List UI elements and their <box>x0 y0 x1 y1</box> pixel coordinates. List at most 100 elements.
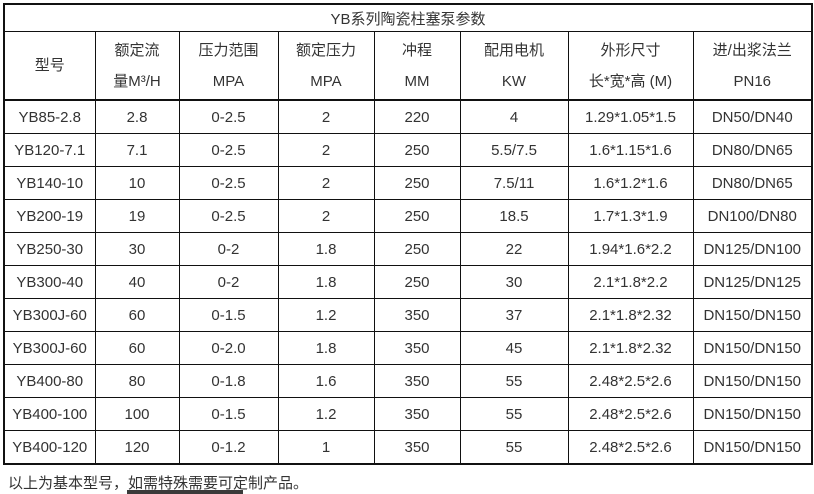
table-cell: YB300-40 <box>3 265 96 299</box>
table-cell: 250 <box>373 232 461 266</box>
table-cell: 0-2.5 <box>178 133 279 167</box>
table-cell: 350 <box>373 397 461 431</box>
table-cell: 250 <box>373 133 461 167</box>
table-cell: YB300J-60 <box>3 298 96 332</box>
table-cell: 250 <box>373 166 461 200</box>
table-row: YB400-80 80 0-1.8 1.6 350 55 2.48*2.5*2.6 DN150… <box>3 364 813 398</box>
table-cell: 1.8 <box>277 331 375 365</box>
table-cell: YB250-30 <box>3 232 96 266</box>
table-cell: 2.1*1.8*2.2 <box>567 265 694 299</box>
header-row: 型号 额定流 量M³/H 压力范围 MPA 额定压力 MPA 冲程 MM 配用电机 KW 外形尺寸 长*… <box>3 31 813 101</box>
table-row: YB400-100 100 0-1.5 1.2 350 55 2.48*2.5*2.6 DN1… <box>3 397 813 431</box>
column-header-line1: 外形尺寸 <box>600 41 661 59</box>
column-header: 型号 <box>3 31 96 101</box>
table-cell: 1.6*1.15*1.6 <box>567 133 694 167</box>
table-cell: 350 <box>373 331 461 365</box>
table-cell: 1.2 <box>277 298 375 332</box>
footer-note: 以上为基本型号，如需特殊需要可定制产品。 <box>8 475 309 492</box>
table-cell: 0-2.5 <box>178 99 279 134</box>
column-header-line2: 长*宽*高 (M) <box>588 72 673 90</box>
table-cell: YB400-120 <box>3 430 96 465</box>
table-title: YB系列陶瓷柱塞泵参数 <box>3 3 813 32</box>
column-header-line1: 额定压力 <box>295 41 356 59</box>
table-cell: 7.1 <box>94 133 180 167</box>
table-cell: 1.29*1.05*1.5 <box>567 99 694 134</box>
table-cell: 1.6*1.2*1.6 <box>567 166 694 200</box>
table-cell: 55 <box>459 364 569 398</box>
table-cell: 60 <box>94 298 180 332</box>
table-cell: 350 <box>373 298 461 332</box>
table-cell: DN150/DN150 <box>692 298 813 332</box>
table-cell: DN50/DN40 <box>692 99 813 134</box>
column-header-line1: 型号 <box>34 57 65 74</box>
table-cell: 22 <box>459 232 569 266</box>
table-cell: 0-2 <box>178 265 279 299</box>
column-header-line2: KW <box>501 72 527 90</box>
table-cell: DN150/DN150 <box>692 397 813 431</box>
table-cell: 120 <box>94 430 180 465</box>
table-cell: 45 <box>459 331 569 365</box>
table-cell: 2.48*2.5*2.6 <box>567 364 694 398</box>
table-cell: 7.5/11 <box>459 166 569 200</box>
table-cell: 2 <box>277 199 375 233</box>
table-cell: DN100/DN80 <box>692 199 813 233</box>
table-cell: 55 <box>459 430 569 465</box>
table-cell: 2.48*2.5*2.6 <box>567 430 694 465</box>
table-cell: DN125/DN100 <box>692 232 813 266</box>
table-cell: 1.8 <box>277 232 375 266</box>
column-header-line1: 配用电机 <box>483 41 544 59</box>
column-header-line2: 量M³/H <box>113 72 161 90</box>
column-header: 压力范围 MPA <box>178 31 279 101</box>
column-header-line1: 进/出浆法兰 <box>712 41 792 59</box>
table-cell: 0-2.5 <box>178 199 279 233</box>
table-cell: 37 <box>459 298 569 332</box>
column-header-line1: 额定流 <box>114 41 160 59</box>
table-cell: 250 <box>373 199 461 233</box>
table-cell: DN150/DN150 <box>692 430 813 465</box>
pump-spec-table: YB系列陶瓷柱塞泵参数 型号 额定流 量M³/H 压力范围 MPA 额定压力 MPA 冲程 MM… <box>3 3 814 465</box>
table-cell: YB300J-60 <box>3 331 96 365</box>
column-header: 配用电机 KW <box>459 31 569 101</box>
table-cell: 1.2 <box>277 397 375 431</box>
table-cell: YB85-2.8 <box>3 99 96 134</box>
table-cell: 2.48*2.5*2.6 <box>567 397 694 431</box>
table-cell: 2.8 <box>94 99 180 134</box>
table-cell: 2 <box>277 133 375 167</box>
table-cell: 80 <box>94 364 180 398</box>
table-cell: 0-1.5 <box>178 397 279 431</box>
table-cell: DN150/DN150 <box>692 331 813 365</box>
table-cell: 1.6 <box>277 364 375 398</box>
table-cell: 0-2 <box>178 232 279 266</box>
table-cell: 1.94*1.6*2.2 <box>567 232 694 266</box>
title-row: YB系列陶瓷柱塞泵参数 <box>3 3 813 32</box>
table-cell: 0-1.5 <box>178 298 279 332</box>
table-cell: YB120-7.1 <box>3 133 96 167</box>
column-header: 额定流量M³/H <box>94 31 180 101</box>
table-cell: DN125/DN125 <box>692 265 813 299</box>
cut-off-divider <box>127 490 243 494</box>
table-cell: 2 <box>277 99 375 134</box>
table-cell: YB400-100 <box>3 397 96 431</box>
table-cell: YB200-19 <box>3 199 96 233</box>
table-cell: 250 <box>373 265 461 299</box>
table-cell: 350 <box>373 430 461 465</box>
table-cell: 0-1.2 <box>178 430 279 465</box>
table-cell: 350 <box>373 364 461 398</box>
column-header: 外形尺寸长*宽*高 (M) <box>567 31 694 101</box>
table-cell: 0-2.5 <box>178 166 279 200</box>
column-header: 额定压力 MPA <box>277 31 375 101</box>
table-cell: 2.1*1.8*2.32 <box>567 298 694 332</box>
table-cell: 1.8 <box>277 265 375 299</box>
column-header-line2: MPA <box>212 72 245 90</box>
column-header: 进/出浆法兰 PN16 <box>692 31 813 101</box>
table-cell: 0-2.0 <box>178 331 279 365</box>
table-cell: DN80/DN65 <box>692 166 813 200</box>
table-cell: 18.5 <box>459 199 569 233</box>
table-row: YB200-19 19 0-2.5 2 250 18.5 1.7*1.3*1.9 DN100/… <box>3 199 813 233</box>
table-cell: YB140-10 <box>3 166 96 200</box>
table-row: YB300-40 40 0-2 1.8 250 30 2.1*1.8*2.2 DN125/DN… <box>3 265 813 299</box>
column-header: 冲程 MM <box>373 31 461 101</box>
column-header-line1: 压力范围 <box>198 41 259 59</box>
table-row: YB85-2.8 2.8 0-2.5 2 220 4 1.29*1.05*1.5 DN50/D… <box>3 99 813 134</box>
